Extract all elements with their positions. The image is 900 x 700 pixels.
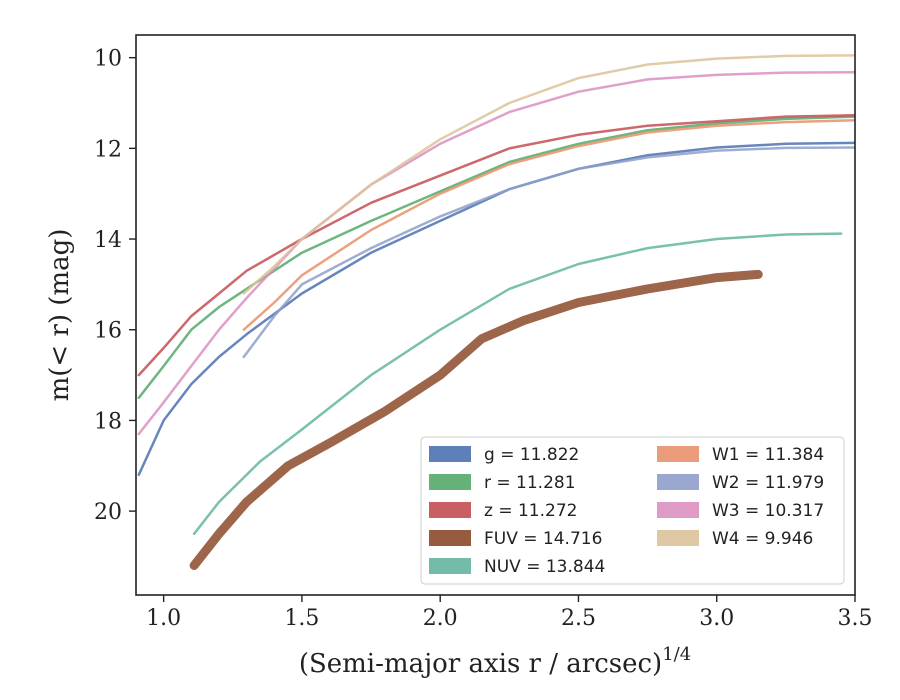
legend-swatch: [657, 474, 699, 490]
legend-label: W3 = 10.317: [712, 501, 824, 521]
series-line-8: [242, 54, 855, 295]
x-tick-label: 2.0: [423, 606, 458, 631]
y-axis-label: m(< r) (mag): [45, 229, 75, 402]
legend-swatch: [657, 446, 699, 462]
legend-swatch: [657, 502, 699, 518]
legend-swatch: [429, 502, 471, 518]
series-line-2: [137, 114, 855, 377]
x-tick-label: 1.0: [146, 606, 181, 631]
series-line-1: [137, 115, 855, 400]
legend-swatch: [429, 530, 471, 546]
x-axis-label-superscript: 1/4: [662, 644, 691, 665]
plot-frame: [135, 34, 856, 596]
legend: g = 11.822 r = 11.281 z = 11.272 FUV = 14.7…: [420, 436, 845, 585]
x-tick-label: 3.0: [699, 606, 734, 631]
legend-swatch: [429, 558, 471, 574]
legend-label: W4 = 9.946: [712, 529, 813, 549]
series-line-4: [192, 232, 843, 536]
series-line-0: [137, 141, 855, 477]
y-tick-label: 20: [94, 500, 122, 525]
x-axis-label-main: (Semi-major axis r / arcsec): [299, 649, 662, 679]
legend-label: W2 = 11.979: [712, 473, 824, 493]
x-axis-ticks: 1.0 1.5 2.0 2.5 3.0 3.5: [146, 595, 873, 631]
x-tick-label: 1.5: [284, 606, 319, 631]
x-tick-label: 2.5: [561, 606, 596, 631]
legend-swatch: [657, 530, 699, 546]
legend-swatch: [429, 474, 471, 490]
series-line-6: [242, 146, 855, 359]
y-tick-label: 14: [94, 228, 122, 253]
legend-label: FUV = 14.716: [484, 529, 602, 549]
series-line-5: [242, 118, 855, 331]
legend-box: [420, 436, 845, 585]
y-axis-ticks: 10 12 14 16 18 20: [94, 47, 136, 525]
y-tick-label: 10: [94, 47, 122, 72]
legend-label: r = 11.281: [484, 473, 576, 493]
y-tick-label: 18: [94, 409, 122, 434]
series-line-3: [189, 269, 763, 570]
legend-label: g = 11.822: [484, 445, 579, 465]
y-tick-label: 12: [94, 137, 122, 162]
legend-label: W1 = 11.384: [712, 445, 824, 465]
legend-swatch: [429, 446, 471, 462]
y-tick-label: 16: [94, 319, 122, 344]
x-axis-label: (Semi-major axis r / arcsec)1/4: [299, 644, 691, 679]
series-layer: [137, 54, 855, 570]
legend-label: NUV = 13.844: [484, 557, 605, 577]
series-line-7: [137, 70, 855, 436]
x-tick-label: 3.5: [838, 606, 873, 631]
legend-label: z = 11.272: [484, 501, 577, 521]
